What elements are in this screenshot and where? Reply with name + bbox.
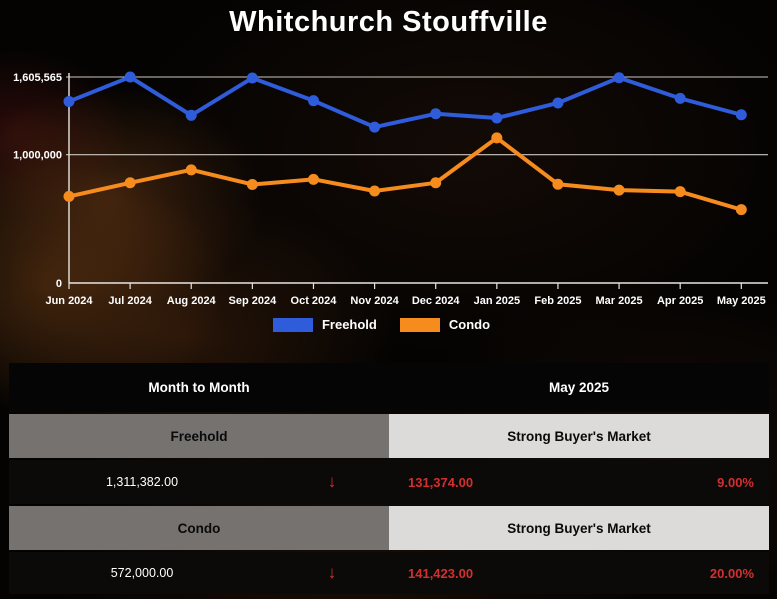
svg-text:Nov 2024: Nov 2024 <box>350 295 399 307</box>
chart-x-axis-labels: Jun 2024 Jul 2024 Aug 2024 Sep 2024 Oct 2024… <box>45 295 765 307</box>
freehold-down-arrow-icon: ↓ <box>327 472 337 491</box>
condo-point <box>124 177 136 189</box>
condo-point <box>613 184 625 196</box>
freehold-label-row: Freehold Strong Buyer's Market <box>9 414 769 458</box>
condo-values-row: 572,000.00 ↓ 141,423.00 20.00% <box>9 552 769 594</box>
svg-text:Sep 2024: Sep 2024 <box>229 295 278 307</box>
svg-text:Apr 2025: Apr 2025 <box>657 295 703 307</box>
freehold-point <box>613 72 625 84</box>
condo-change-percent: 20.00% <box>709 565 754 581</box>
freehold-point <box>735 109 747 121</box>
freehold-line <box>68 75 742 130</box>
chart-axes <box>68 73 768 289</box>
svg-text:May 2025: May 2025 <box>717 295 766 307</box>
condo-market-status-cell: Strong Buyer's Market <box>389 506 769 550</box>
freehold-legend-swatch[interactable] <box>272 317 313 332</box>
condo-point <box>185 164 197 176</box>
svg-text:Oct 2024: Oct 2024 <box>291 295 338 307</box>
freehold-point <box>307 95 319 107</box>
condo-point <box>63 190 75 202</box>
freehold-market-status-cell: Strong Buyer's Market <box>389 414 769 458</box>
svg-text:Dec 2024: Dec 2024 <box>412 295 461 307</box>
condo-point <box>552 178 564 190</box>
svg-text:Feb 2025: Feb 2025 <box>534 295 581 307</box>
freehold-values-row: 1,311,382.00 ↓ 131,374.00 9.00% <box>9 460 769 504</box>
page-title: Whitchurch Stouffville <box>229 6 548 38</box>
freehold-price-value: 1,311,382.00 <box>105 475 179 489</box>
price-trend-chart: Jun 2024 Jul 2024 Aug 2024 Sep 2024 Oct 2024… <box>0 60 777 310</box>
chart-y-axis-labels: 1,605,565 1,000,000 0 <box>13 72 62 290</box>
condo-point <box>674 186 686 198</box>
condo-legend-swatch[interactable] <box>399 317 440 332</box>
condo-legend-label[interactable]: Condo <box>448 317 491 332</box>
condo-point <box>369 185 381 197</box>
chart-series <box>63 71 747 216</box>
svg-text:Jul 2024: Jul 2024 <box>108 295 152 307</box>
freehold-type-cell: Freehold <box>9 414 389 458</box>
table-header-row: Month to Month May 2025 <box>9 363 769 412</box>
market-summary-table: Month to Month May 2025 Freehold Strong … <box>9 363 769 596</box>
condo-point <box>735 204 747 216</box>
svg-text:Aug 2024: Aug 2024 <box>167 295 217 307</box>
condo-down-arrow-icon: ↓ <box>327 563 337 582</box>
chart-legend: Freehold Condo <box>0 317 777 332</box>
chart-canvas: Jun 2024 Jul 2024 Aug 2024 Sep 2024 Oct 2024… <box>13 71 768 307</box>
freehold-point <box>369 121 381 133</box>
freehold-point <box>63 95 75 107</box>
condo-change-amount: 141,423.00 <box>408 565 474 581</box>
condo-type-cell: Condo <box>9 506 389 550</box>
freehold-point <box>491 112 503 124</box>
header-current-month: May 2025 <box>548 380 610 395</box>
svg-text:Jan 2025: Jan 2025 <box>474 295 520 307</box>
svg-text:1,000,000: 1,000,000 <box>13 150 62 162</box>
condo-line <box>68 135 742 212</box>
freehold-legend-label[interactable]: Freehold <box>321 317 377 332</box>
freehold-change-amount: 131,374.00 <box>408 474 474 490</box>
header-month-to-month: Month to Month <box>148 380 250 395</box>
condo-point <box>307 173 319 185</box>
condo-point <box>430 177 442 189</box>
chart-gridlines <box>66 76 768 156</box>
freehold-point <box>552 97 564 109</box>
svg-text:1,605,565: 1,605,565 <box>13 72 62 84</box>
freehold-point <box>246 72 258 84</box>
condo-point <box>491 132 503 144</box>
svg-text:Mar 2025: Mar 2025 <box>596 295 643 307</box>
condo-point <box>246 178 258 190</box>
condo-label-row: Condo Strong Buyer's Market <box>9 506 769 550</box>
condo-price-value: 572,000.00 <box>110 566 174 580</box>
freehold-point <box>430 108 442 120</box>
freehold-point <box>674 92 686 104</box>
freehold-change-percent: 9.00% <box>717 474 754 490</box>
freehold-point <box>185 109 197 121</box>
svg-text:0: 0 <box>56 278 62 290</box>
freehold-point <box>124 71 136 83</box>
svg-text:Jun 2024: Jun 2024 <box>45 295 93 307</box>
